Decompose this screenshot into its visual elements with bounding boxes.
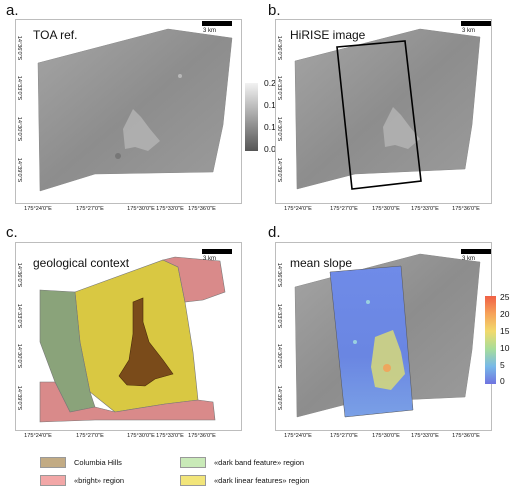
slope-colorbar-tick-5: 5	[500, 360, 505, 370]
panel-a-terrain	[37, 28, 233, 192]
panel-b-xtick-5: 175°36'0"E	[452, 206, 480, 212]
slope-colorbar-tick-2: 20	[500, 309, 510, 319]
panel-b-xtick-1: 175°24'0"E	[284, 206, 312, 212]
panel-c-title: geological context	[33, 256, 130, 270]
panel-d-scale-bar: 3 km	[461, 249, 491, 263]
panel-c-ytick-2: 14°33'0"S	[16, 303, 22, 329]
legend-item-columbia-hills: Columbia Hills	[40, 457, 122, 468]
panel-b-scale-bar: 3 km	[461, 21, 491, 35]
panel-d-letter: d.	[268, 224, 281, 241]
panel-b-title: HiRISE image	[290, 28, 366, 42]
panel-d-map	[294, 253, 481, 418]
panel-d-xtick-1: 175°24'0"E	[284, 433, 312, 439]
panel-a-title: TOA ref.	[33, 28, 78, 42]
legend-label-columbia-hills: Columbia Hills	[74, 458, 122, 467]
panel-d-ytick-1: 14°36'0"S	[276, 262, 282, 288]
panel-b-ytick-2: 14°33'0"S	[276, 75, 282, 101]
panel-b-terrain	[294, 28, 481, 190]
panel-b-ytick-4: 14°39'0"S	[276, 157, 282, 183]
panel-d-xtick-3: 175°30'0"E	[372, 433, 400, 439]
panel-a-xtick-1: 175°24'0"E	[24, 206, 52, 212]
panel-d-ytick-3: 14°30'0"S	[276, 343, 282, 369]
panel-c-scale-label: 3 km	[203, 256, 217, 262]
panel-a-ytick-3: 14°30'0"S	[16, 116, 22, 142]
legend-swatch-columbia-hills	[40, 457, 66, 468]
panel-d-ytick-4: 14°39'0"S	[276, 385, 282, 411]
bright-region-top	[162, 256, 226, 303]
panel-b-ytick-3: 14°30'0"S	[276, 116, 282, 142]
slope-high-area	[371, 330, 405, 390]
hirise-footprint-outline	[336, 40, 422, 190]
panel-c-xtick-1: 175°24'0"E	[24, 433, 52, 439]
columbia-hills-region	[118, 297, 174, 387]
panel-d-scale-label: 3 km	[462, 256, 476, 262]
slope-colorbar-tick-1: 25	[500, 292, 510, 302]
toa-colorbar-tick-1: 0.20	[264, 78, 281, 88]
toa-colorbar-tick-2: 0.15	[264, 100, 281, 110]
panel-d-ytick-2: 14°33'0"S	[276, 303, 282, 329]
toa-colorbar-tick-4: 0.05	[264, 144, 281, 154]
panel-b-xtick-2: 175°27'0"E	[330, 206, 358, 212]
panel-a-letter: a.	[6, 2, 19, 19]
panel-c-ytick-1: 14°36'0"S	[16, 262, 22, 288]
panel-c-xtick-3: 175°30'0"E	[127, 433, 155, 439]
panel-a-hill-texture	[123, 109, 160, 151]
panel-c-ytick-3: 14°30'0"S	[16, 343, 22, 369]
slope-colorbar-tick-6: 0	[500, 376, 505, 386]
legend-swatch-dark-linear	[180, 475, 206, 486]
panel-c-xtick-4: 175°33'0"E	[156, 433, 184, 439]
panel-d-title: mean slope	[290, 256, 353, 270]
legend-item-bright: «bright» region	[40, 475, 124, 486]
panel-c-map	[39, 256, 226, 423]
slope-colorbar-tick-3: 15	[500, 326, 510, 336]
legend-swatch-dark-band	[180, 457, 206, 468]
panel-b-xtick-4: 175°33'0"E	[411, 206, 439, 212]
panel-d-xtick-5: 175°36'0"E	[452, 433, 480, 439]
panel-a-map	[37, 28, 233, 192]
panel-c-ytick-4: 14°39'0"S	[16, 385, 22, 411]
panel-c-scale-bar: 3 km	[202, 249, 232, 263]
panel-a-xtick-2: 175°27'0"E	[76, 206, 104, 212]
slope-overlay	[329, 265, 414, 418]
legend-label-dark-band: «dark band feature» region	[214, 458, 305, 467]
panel-b-xtick-3: 175°30'0"E	[372, 206, 400, 212]
legend-item-dark-band: «dark band feature» region	[180, 457, 304, 468]
panel-a-xtick-3: 175°30'0"E	[127, 206, 155, 212]
panel-a-ytick-2: 14°33'0"S	[16, 75, 22, 101]
panel-a-xtick-5: 175°36'0"E	[188, 206, 216, 212]
slope-colorbar	[485, 296, 496, 384]
panel-c-letter: c.	[6, 224, 18, 241]
toa-colorbar-tick-3: 0.10	[264, 122, 281, 132]
panel-a-scale-bar: 3 km	[202, 21, 232, 35]
legend-label-bright: «bright» region	[74, 476, 125, 485]
legend-swatch-bright	[40, 475, 66, 486]
panel-d-xtick-4: 175°33'0"E	[411, 433, 439, 439]
slope-colorbar-tick-4: 10	[500, 343, 510, 353]
panel-a-ytick-1: 14°36'0"S	[16, 35, 22, 61]
panel-a-ytick-4: 14°39'0"S	[16, 157, 22, 183]
panel-b-hill-texture	[383, 107, 420, 149]
panel-d-xtick-2: 175°27'0"E	[330, 433, 358, 439]
legend-item-dark-linear: «dark linear features» region	[180, 475, 309, 486]
panel-c-xtick-5: 175°36'0"E	[188, 433, 216, 439]
panel-a-xtick-4: 175°33'0"E	[156, 206, 184, 212]
bright-region-bottom	[39, 381, 216, 423]
panel-c-xtick-2: 175°27'0"E	[76, 433, 104, 439]
panel-b-scale-label: 3 km	[462, 28, 476, 34]
toa-colorbar	[245, 83, 258, 151]
panel-b-ytick-1: 14°36'0"S	[276, 35, 282, 61]
panel-b-letter: b.	[268, 2, 281, 19]
legend-label-dark-linear: «dark linear features» region	[214, 476, 310, 485]
panel-a-scale-label: 3 km	[203, 28, 217, 34]
panel-b-map	[294, 28, 481, 190]
